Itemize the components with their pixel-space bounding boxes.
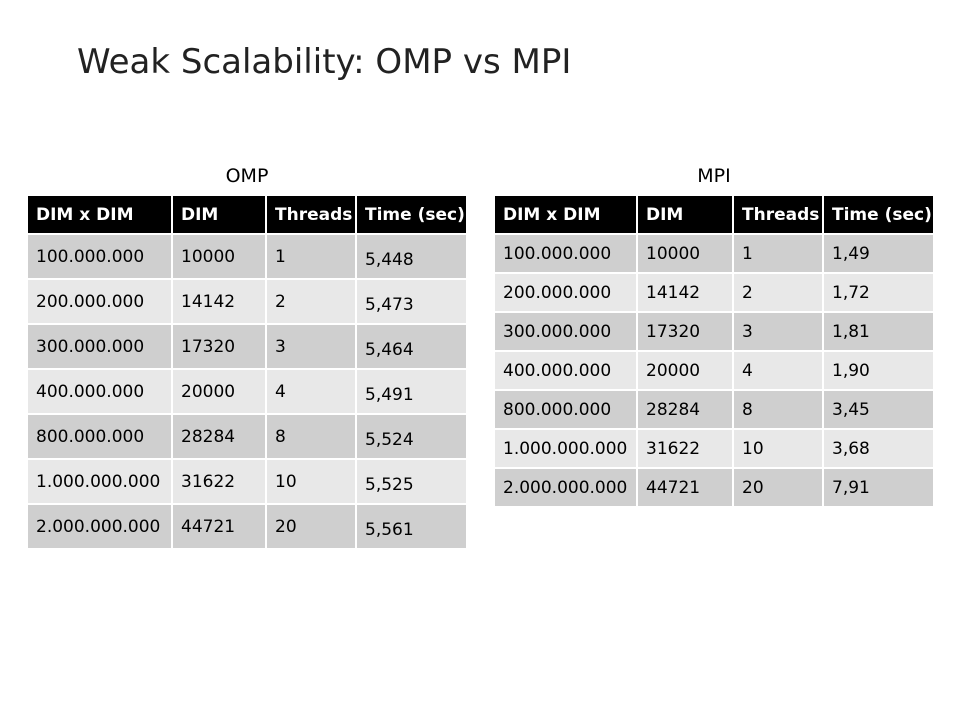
cell-dim-x-dim: 800.000.000 <box>493 389 638 430</box>
cell-time: 5,464 <box>355 323 468 370</box>
table-row: 100.000.000 10000 1 1,49 <box>493 233 935 274</box>
table-row: 400.000.000 20000 4 1,90 <box>493 350 935 391</box>
table-row: 800.000.000 28284 8 3,45 <box>493 389 935 430</box>
table-row: 300.000.000 17320 3 5,464 <box>26 323 468 370</box>
cell-dim: 14142 <box>636 272 734 313</box>
cell-dim-x-dim: 1.000.000.000 <box>493 428 638 469</box>
column-header-time: Time (sec) <box>822 194 935 235</box>
cell-dim: 31622 <box>171 458 267 505</box>
cell-dim: 28284 <box>171 413 267 460</box>
mpi-table-label: MPI <box>697 165 731 187</box>
column-header-dim: DIM <box>636 194 734 235</box>
cell-time: 5,525 <box>355 458 468 505</box>
cell-time: 5,561 <box>355 503 468 550</box>
table-row: 2.000.000.000 44721 20 7,91 <box>493 467 935 508</box>
omp-table-block: OMP DIM x DIM DIM Threads Time (sec) 100… <box>26 164 468 550</box>
cell-threads: 3 <box>732 311 824 352</box>
cell-dim-x-dim: 200.000.000 <box>26 278 173 325</box>
cell-time: 1,72 <box>822 272 935 313</box>
cell-dim: 44721 <box>636 467 734 508</box>
table-row: 400.000.000 20000 4 5,491 <box>26 368 468 415</box>
cell-threads: 8 <box>732 389 824 430</box>
column-header-dim-x-dim: DIM x DIM <box>26 194 173 235</box>
cell-threads: 10 <box>732 428 824 469</box>
cell-threads: 10 <box>265 458 357 505</box>
cell-dim: 20000 <box>171 368 267 415</box>
mpi-header-row: DIM x DIM DIM Threads Time (sec) <box>493 194 935 235</box>
cell-dim: 17320 <box>171 323 267 370</box>
cell-time: 1,49 <box>822 233 935 274</box>
cell-dim: 20000 <box>636 350 734 391</box>
cell-threads: 20 <box>732 467 824 508</box>
cell-threads: 2 <box>265 278 357 325</box>
cell-threads: 3 <box>265 323 357 370</box>
cell-dim: 14142 <box>171 278 267 325</box>
cell-threads: 2 <box>732 272 824 313</box>
cell-threads: 4 <box>265 368 357 415</box>
omp-table-label: OMP <box>225 165 269 187</box>
table-row: 800.000.000 28284 8 5,524 <box>26 413 468 460</box>
table-row: 200.000.000 14142 2 1,72 <box>493 272 935 313</box>
cell-dim: 17320 <box>636 311 734 352</box>
table-row: 300.000.000 17320 3 1,81 <box>493 311 935 352</box>
omp-table: DIM x DIM DIM Threads Time (sec) 100.000… <box>26 194 468 550</box>
cell-dim-x-dim: 1.000.000.000 <box>26 458 173 505</box>
cell-time: 5,448 <box>355 233 468 280</box>
column-header-threads: Threads <box>265 194 357 235</box>
cell-dim-x-dim: 300.000.000 <box>26 323 173 370</box>
mpi-table: DIM x DIM DIM Threads Time (sec) 100.000… <box>493 194 935 508</box>
cell-dim-x-dim: 300.000.000 <box>493 311 638 352</box>
slide-title: Weak Scalability: OMP vs MPI <box>77 42 572 82</box>
cell-dim-x-dim: 200.000.000 <box>493 272 638 313</box>
cell-time: 5,524 <box>355 413 468 460</box>
cell-time: 3,45 <box>822 389 935 430</box>
cell-dim-x-dim: 400.000.000 <box>493 350 638 391</box>
cell-threads: 1 <box>732 233 824 274</box>
table-row: 200.000.000 14142 2 5,473 <box>26 278 468 325</box>
cell-dim: 10000 <box>171 233 267 280</box>
cell-dim-x-dim: 100.000.000 <box>493 233 638 274</box>
cell-dim: 31622 <box>636 428 734 469</box>
omp-header-row: DIM x DIM DIM Threads Time (sec) <box>26 194 468 235</box>
cell-time: 5,491 <box>355 368 468 415</box>
cell-dim-x-dim: 100.000.000 <box>26 233 173 280</box>
cell-time: 7,91 <box>822 467 935 508</box>
cell-threads: 8 <box>265 413 357 460</box>
cell-dim-x-dim: 800.000.000 <box>26 413 173 460</box>
cell-dim: 10000 <box>636 233 734 274</box>
cell-dim: 28284 <box>636 389 734 430</box>
table-row: 1.000.000.000 31622 10 5,525 <box>26 458 468 505</box>
cell-dim-x-dim: 2.000.000.000 <box>493 467 638 508</box>
table-row: 2.000.000.000 44721 20 5,561 <box>26 503 468 550</box>
cell-dim-x-dim: 2.000.000.000 <box>26 503 173 550</box>
cell-time: 5,473 <box>355 278 468 325</box>
column-header-threads: Threads <box>732 194 824 235</box>
cell-time: 3,68 <box>822 428 935 469</box>
column-header-dim-x-dim: DIM x DIM <box>493 194 638 235</box>
table-row: 100.000.000 10000 1 5,448 <box>26 233 468 280</box>
cell-threads: 20 <box>265 503 357 550</box>
mpi-table-block: MPI DIM x DIM DIM Threads Time (sec) 100… <box>493 164 935 508</box>
cell-dim-x-dim: 400.000.000 <box>26 368 173 415</box>
cell-threads: 1 <box>265 233 357 280</box>
cell-threads: 4 <box>732 350 824 391</box>
cell-dim: 44721 <box>171 503 267 550</box>
cell-time: 1,81 <box>822 311 935 352</box>
table-row: 1.000.000.000 31622 10 3,68 <box>493 428 935 469</box>
column-header-dim: DIM <box>171 194 267 235</box>
column-header-time: Time (sec) <box>355 194 468 235</box>
cell-time: 1,90 <box>822 350 935 391</box>
